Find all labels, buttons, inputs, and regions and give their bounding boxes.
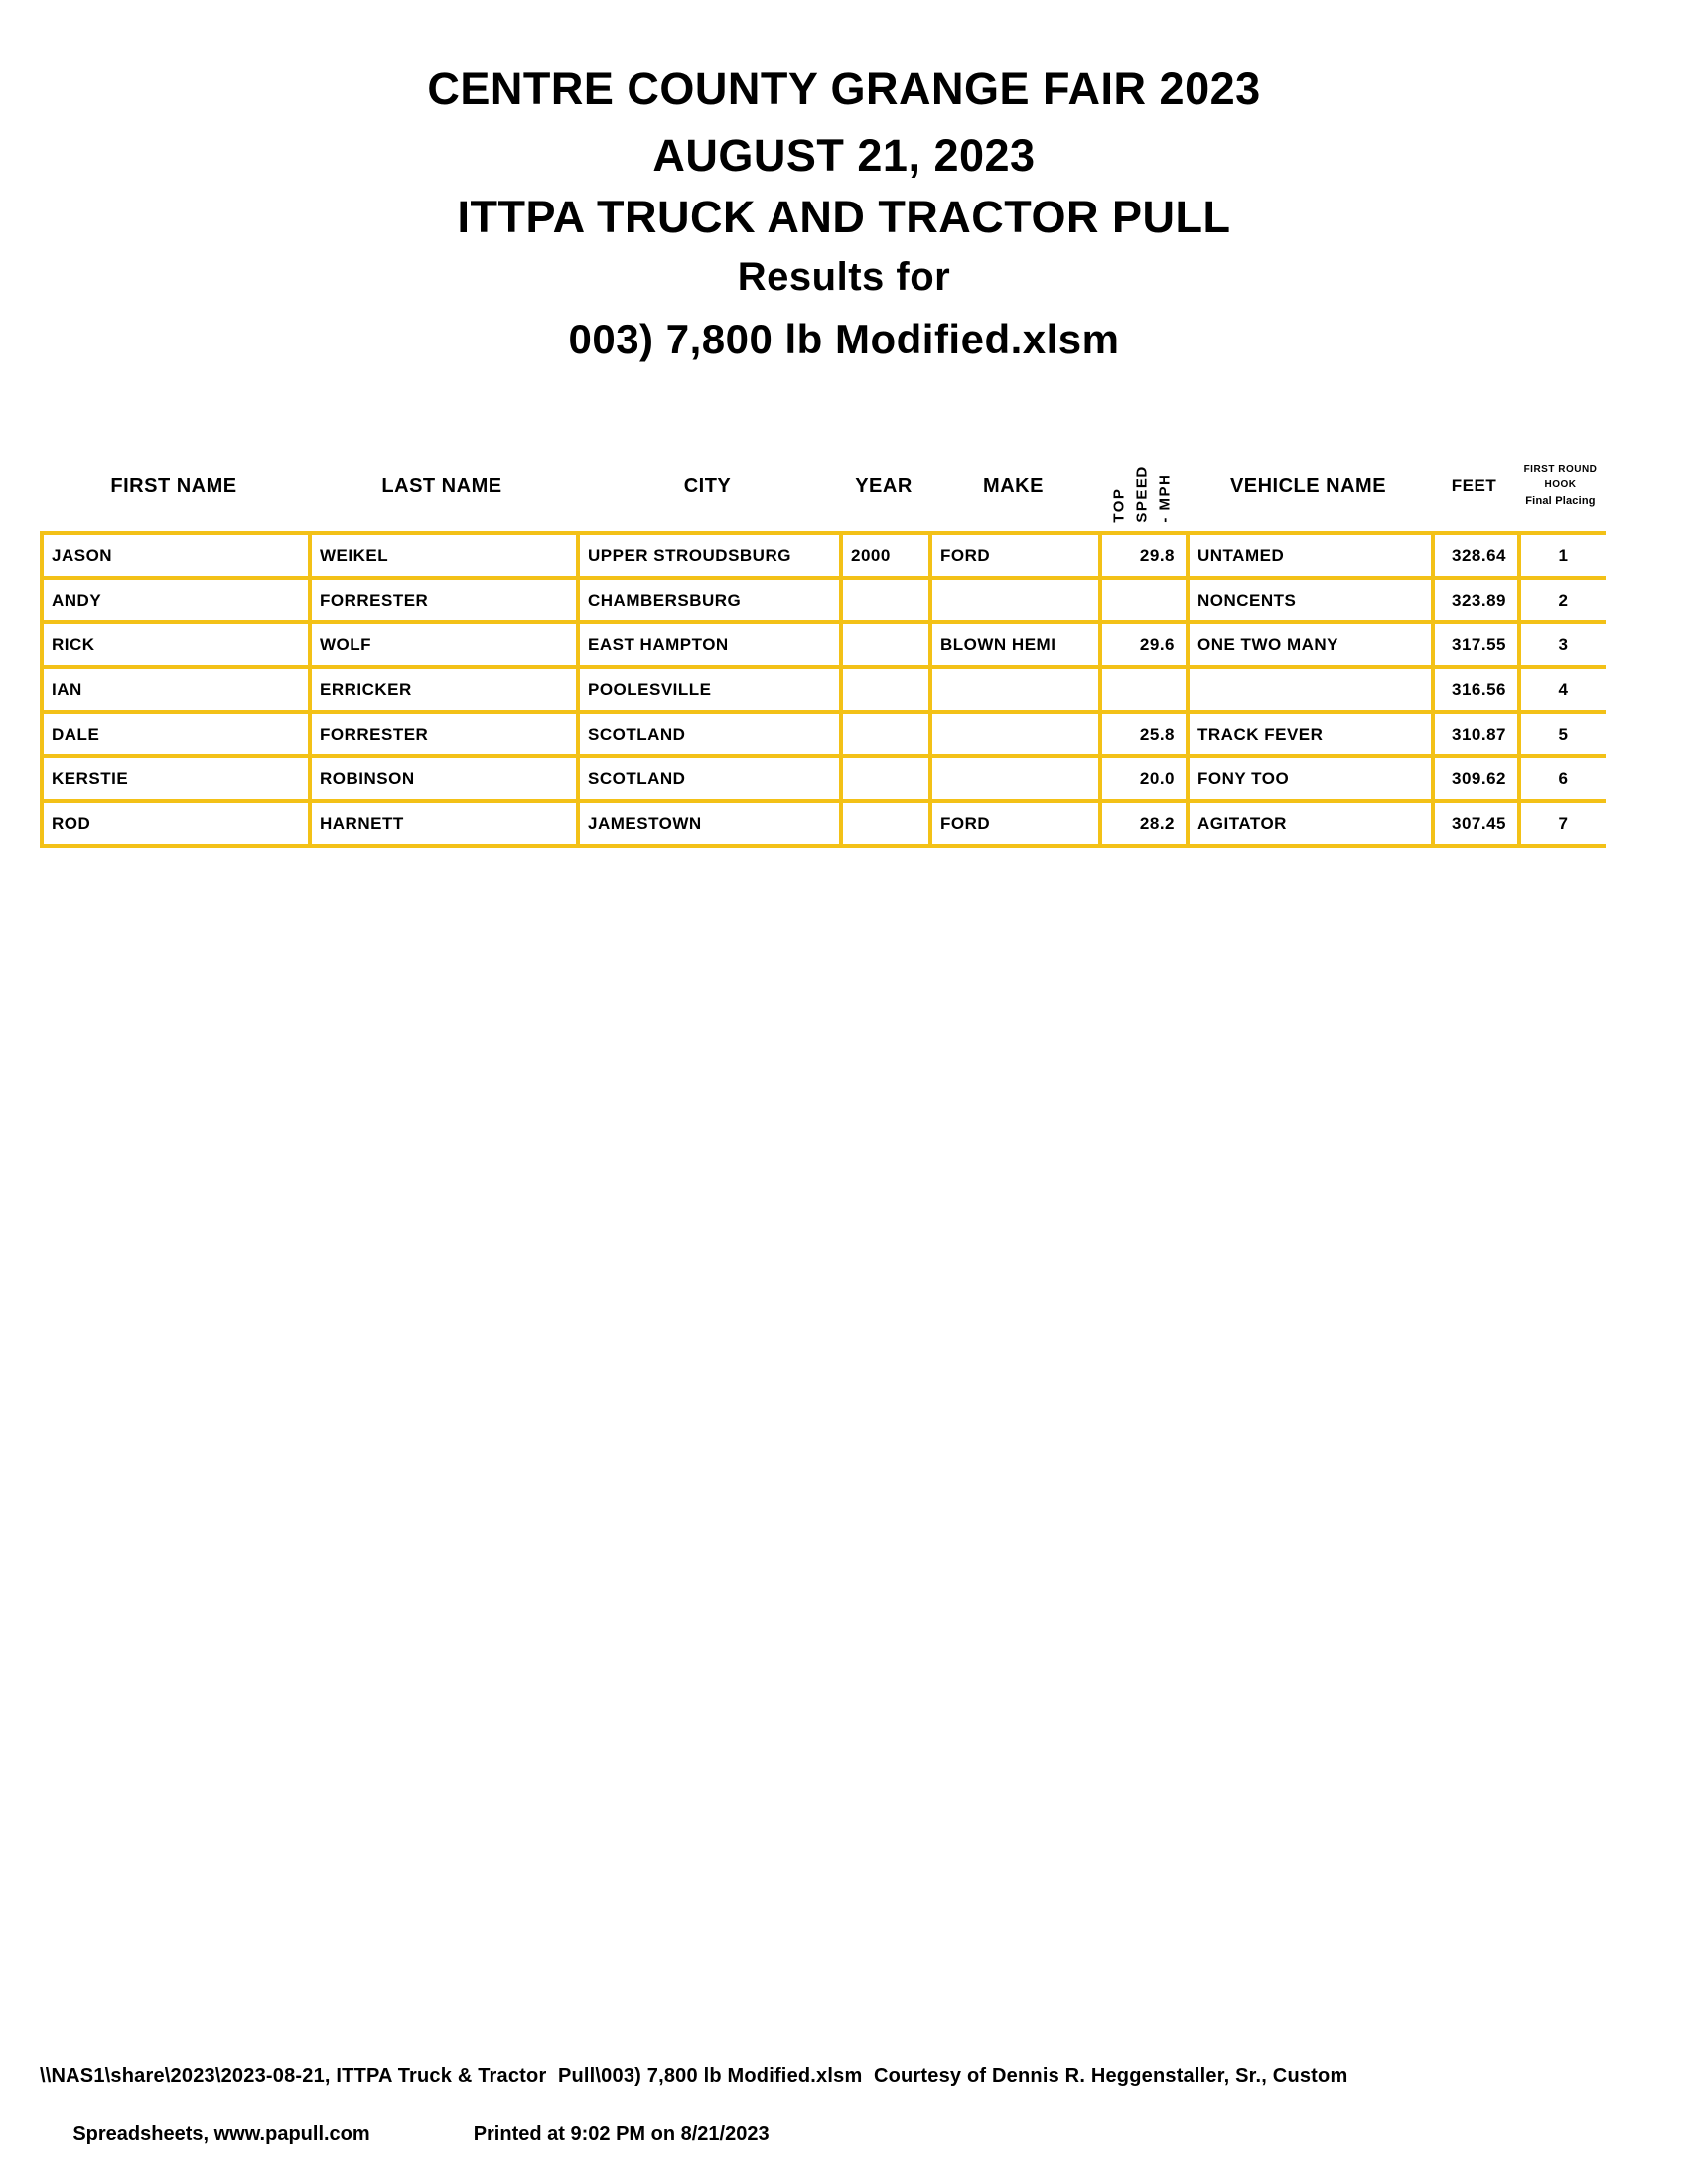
cell-city: JAMESTOWN: [576, 799, 843, 848]
cell-vehicle-name: UNTAMED: [1186, 531, 1435, 580]
cell-first-name: KERSTIE: [40, 754, 312, 803]
placing-header-line-2: HOOK: [1544, 479, 1577, 490]
cell-year: [839, 576, 932, 624]
cell-last-name: ERRICKER: [308, 665, 580, 714]
header-year: YEAR: [855, 475, 913, 497]
header-last-name: LAST NAME: [381, 475, 502, 497]
cell-year: [839, 665, 932, 714]
header-top-speed-rotated-text: TOP SPEED - MPH: [1107, 465, 1176, 522]
report-class-file: 003) 7,800 lb Modified.xlsm: [568, 316, 1120, 362]
top-speed-line-1: TOP: [1110, 487, 1128, 523]
cell-first-name: ANDY: [40, 576, 312, 624]
cell-top-speed: 20.0: [1098, 754, 1190, 803]
cell-vehicle-name: [1186, 665, 1435, 714]
cell-placing: 5: [1517, 710, 1606, 758]
results-body: JASON WEIKEL UPPER STROUDSBURG 2000 FORD 29.8…: [40, 531, 1606, 848]
cell-vehicle-name: AGITATOR: [1186, 799, 1435, 848]
cell-first-name: RICK: [40, 620, 312, 669]
cell-make: [928, 576, 1102, 624]
footer-second-line: Spreadsheets, www.papull.com Printed at 9…: [40, 2101, 770, 2169]
cell-city: CHAMBERSBURG: [576, 576, 843, 624]
header-vehicle-name: VEHICLE NAME: [1229, 475, 1387, 497]
header-first-round-hook: FIRST ROUND HOOK Final Placing: [1517, 427, 1604, 530]
cell-top-speed: 28.2: [1098, 799, 1190, 848]
header-top-speed: TOP SPEED - MPH: [1098, 427, 1186, 530]
cell-make: [928, 665, 1102, 714]
top-speed-line-2: SPEED: [1133, 465, 1151, 523]
cell-make: [928, 754, 1102, 803]
table-header-row: FIRST NAME LAST NAME CITY YEAR MAKE TOP …: [40, 427, 1604, 530]
cell-last-name: ROBINSON: [308, 754, 580, 803]
cell-top-speed: [1098, 576, 1190, 624]
cell-make: BLOWN HEMI: [928, 620, 1102, 669]
header-feet: FEET: [1451, 477, 1497, 495]
cell-year: 2000: [839, 531, 932, 580]
table-row: JASON WEIKEL UPPER STROUDSBURG 2000 FORD 29.8…: [40, 531, 1606, 580]
cell-top-speed: 29.6: [1098, 620, 1190, 669]
table-row: DALE FORRESTER SCOTLAND 25.8 TRACK FEVER 310.…: [40, 710, 1606, 758]
top-speed-line-3: - MPH: [1156, 473, 1174, 523]
cell-year: [839, 799, 932, 848]
table-row: ANDY FORRESTER CHAMBERSBURG NONCENTS 323.89 2: [40, 576, 1606, 624]
cell-year: [839, 620, 932, 669]
cell-make: [928, 710, 1102, 758]
header-first-name: FIRST NAME: [110, 475, 237, 497]
cell-city: EAST HAMPTON: [576, 620, 843, 669]
cell-top-speed: 29.8: [1098, 531, 1190, 580]
footer-printed-at: Printed at 9:02 PM on 8/21/2023: [473, 2123, 770, 2145]
cell-make: FORD: [928, 531, 1102, 580]
cell-feet: 328.64: [1431, 531, 1521, 580]
cell-placing: 6: [1517, 754, 1606, 803]
cell-feet: 323.89: [1431, 576, 1521, 624]
cell-feet: 309.62: [1431, 754, 1521, 803]
cell-first-name: DALE: [40, 710, 312, 758]
report-event-name: ITTPA TRUCK AND TRACTOR PULL: [457, 192, 1231, 242]
cell-placing: 2: [1517, 576, 1606, 624]
cell-feet: 310.87: [1431, 710, 1521, 758]
report-title: CENTRE COUNTY GRANGE FAIR 2023: [427, 64, 1261, 114]
table-row: IAN ERRICKER POOLESVILLE 316.56 4: [40, 665, 1606, 714]
cell-city: SCOTLAND: [576, 710, 843, 758]
report-date: AUGUST 21, 2023: [652, 130, 1036, 181]
cell-placing: 1: [1517, 531, 1606, 580]
cell-vehicle-name: TRACK FEVER: [1186, 710, 1435, 758]
cell-vehicle-name: NONCENTS: [1186, 576, 1435, 624]
cell-last-name: HARNETT: [308, 799, 580, 848]
table-row: ROD HARNETT JAMESTOWN FORD 28.2 AGITATOR 307.4…: [40, 799, 1606, 848]
cell-make: FORD: [928, 799, 1102, 848]
results-table: JASON WEIKEL UPPER STROUDSBURG 2000 FORD 29.8…: [40, 531, 1606, 848]
cell-first-name: JASON: [40, 531, 312, 580]
cell-city: POOLESVILLE: [576, 665, 843, 714]
header-make: MAKE: [983, 475, 1044, 497]
cell-first-name: ROD: [40, 799, 312, 848]
cell-last-name: FORRESTER: [308, 710, 580, 758]
header-city: CITY: [683, 475, 732, 497]
cell-top-speed: 25.8: [1098, 710, 1190, 758]
cell-year: [839, 754, 932, 803]
footer-website-text: Spreadsheets, www.papull.com: [72, 2123, 370, 2145]
cell-vehicle-name: FONY TOO: [1186, 754, 1435, 803]
cell-vehicle-name: ONE TWO MANY: [1186, 620, 1435, 669]
placing-header-line-3: Final Placing: [1525, 495, 1596, 507]
cell-year: [839, 710, 932, 758]
cell-city: SCOTLAND: [576, 754, 843, 803]
cell-feet: 317.55: [1431, 620, 1521, 669]
placing-header-line-1: FIRST ROUND: [1523, 464, 1598, 475]
footer-file-path-line: \\NAS1\share\2023\2023-08-21, ITTPA Truc…: [40, 2065, 1348, 2087]
cell-last-name: WEIKEL: [308, 531, 580, 580]
cell-last-name: WOLF: [308, 620, 580, 669]
cell-top-speed: [1098, 665, 1190, 714]
cell-placing: 4: [1517, 665, 1606, 714]
cell-last-name: FORRESTER: [308, 576, 580, 624]
table-row: RICK WOLF EAST HAMPTON BLOWN HEMI 29.6 ONE TW…: [40, 620, 1606, 669]
results-for-label: Results for: [737, 255, 951, 299]
cell-feet: 316.56: [1431, 665, 1521, 714]
cell-placing: 3: [1517, 620, 1606, 669]
table-row: KERSTIE ROBINSON SCOTLAND 20.0 FONY TOO 309.6…: [40, 754, 1606, 803]
cell-first-name: IAN: [40, 665, 312, 714]
cell-feet: 307.45: [1431, 799, 1521, 848]
cell-placing: 7: [1517, 799, 1606, 848]
cell-city: UPPER STROUDSBURG: [576, 531, 843, 580]
